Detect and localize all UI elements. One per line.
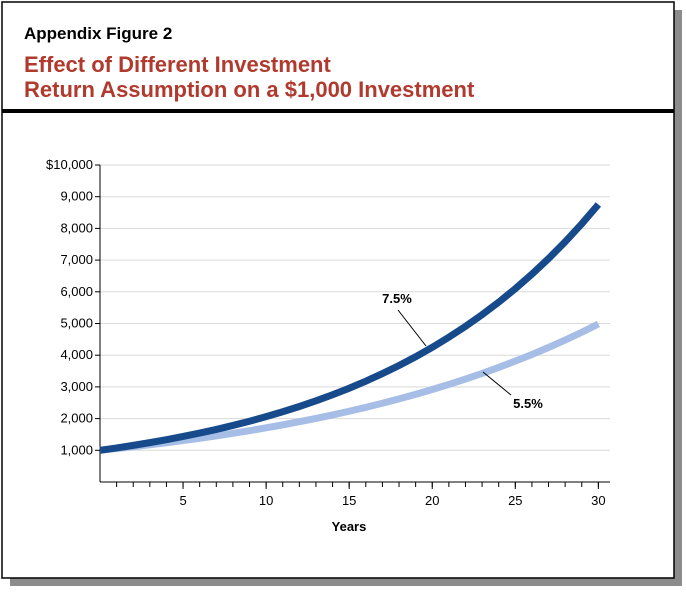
x-tick-label: 5 [179, 493, 186, 508]
y-tick-label: $10,000 [46, 157, 93, 172]
x-axis-label: Years [332, 519, 367, 534]
series-line [99, 202, 602, 454]
y-tick-label: 9,000 [60, 189, 93, 204]
x-tick-label: 10 [259, 493, 273, 508]
x-tick-label: 30 [591, 493, 605, 508]
figure-label: Appendix Figure 2 [24, 24, 172, 43]
annotation-leader [397, 309, 427, 347]
y-tick-label: 7,000 [60, 252, 93, 267]
annotation-leader [482, 371, 512, 396]
y-tick-label: 1,000 [60, 442, 93, 457]
y-tick-label: 3,000 [60, 379, 93, 394]
series-label: 5.5% [513, 396, 543, 411]
x-tick-label: 25 [508, 493, 522, 508]
y-tick-label: 8,000 [60, 220, 93, 235]
series-label: 7.5% [382, 291, 412, 306]
x-tick-label: 15 [342, 493, 356, 508]
chart-title: Return Assumption on a $1,000 Investment [24, 77, 475, 102]
y-tick-label: 6,000 [60, 284, 93, 299]
y-tick-label: 5,000 [60, 316, 93, 331]
chart-title: Effect of Different Investment [24, 52, 331, 77]
y-tick-label: 4,000 [60, 347, 93, 362]
series-line [99, 320, 600, 454]
x-tick-label: 20 [425, 493, 439, 508]
y-tick-label: 2,000 [60, 411, 93, 426]
